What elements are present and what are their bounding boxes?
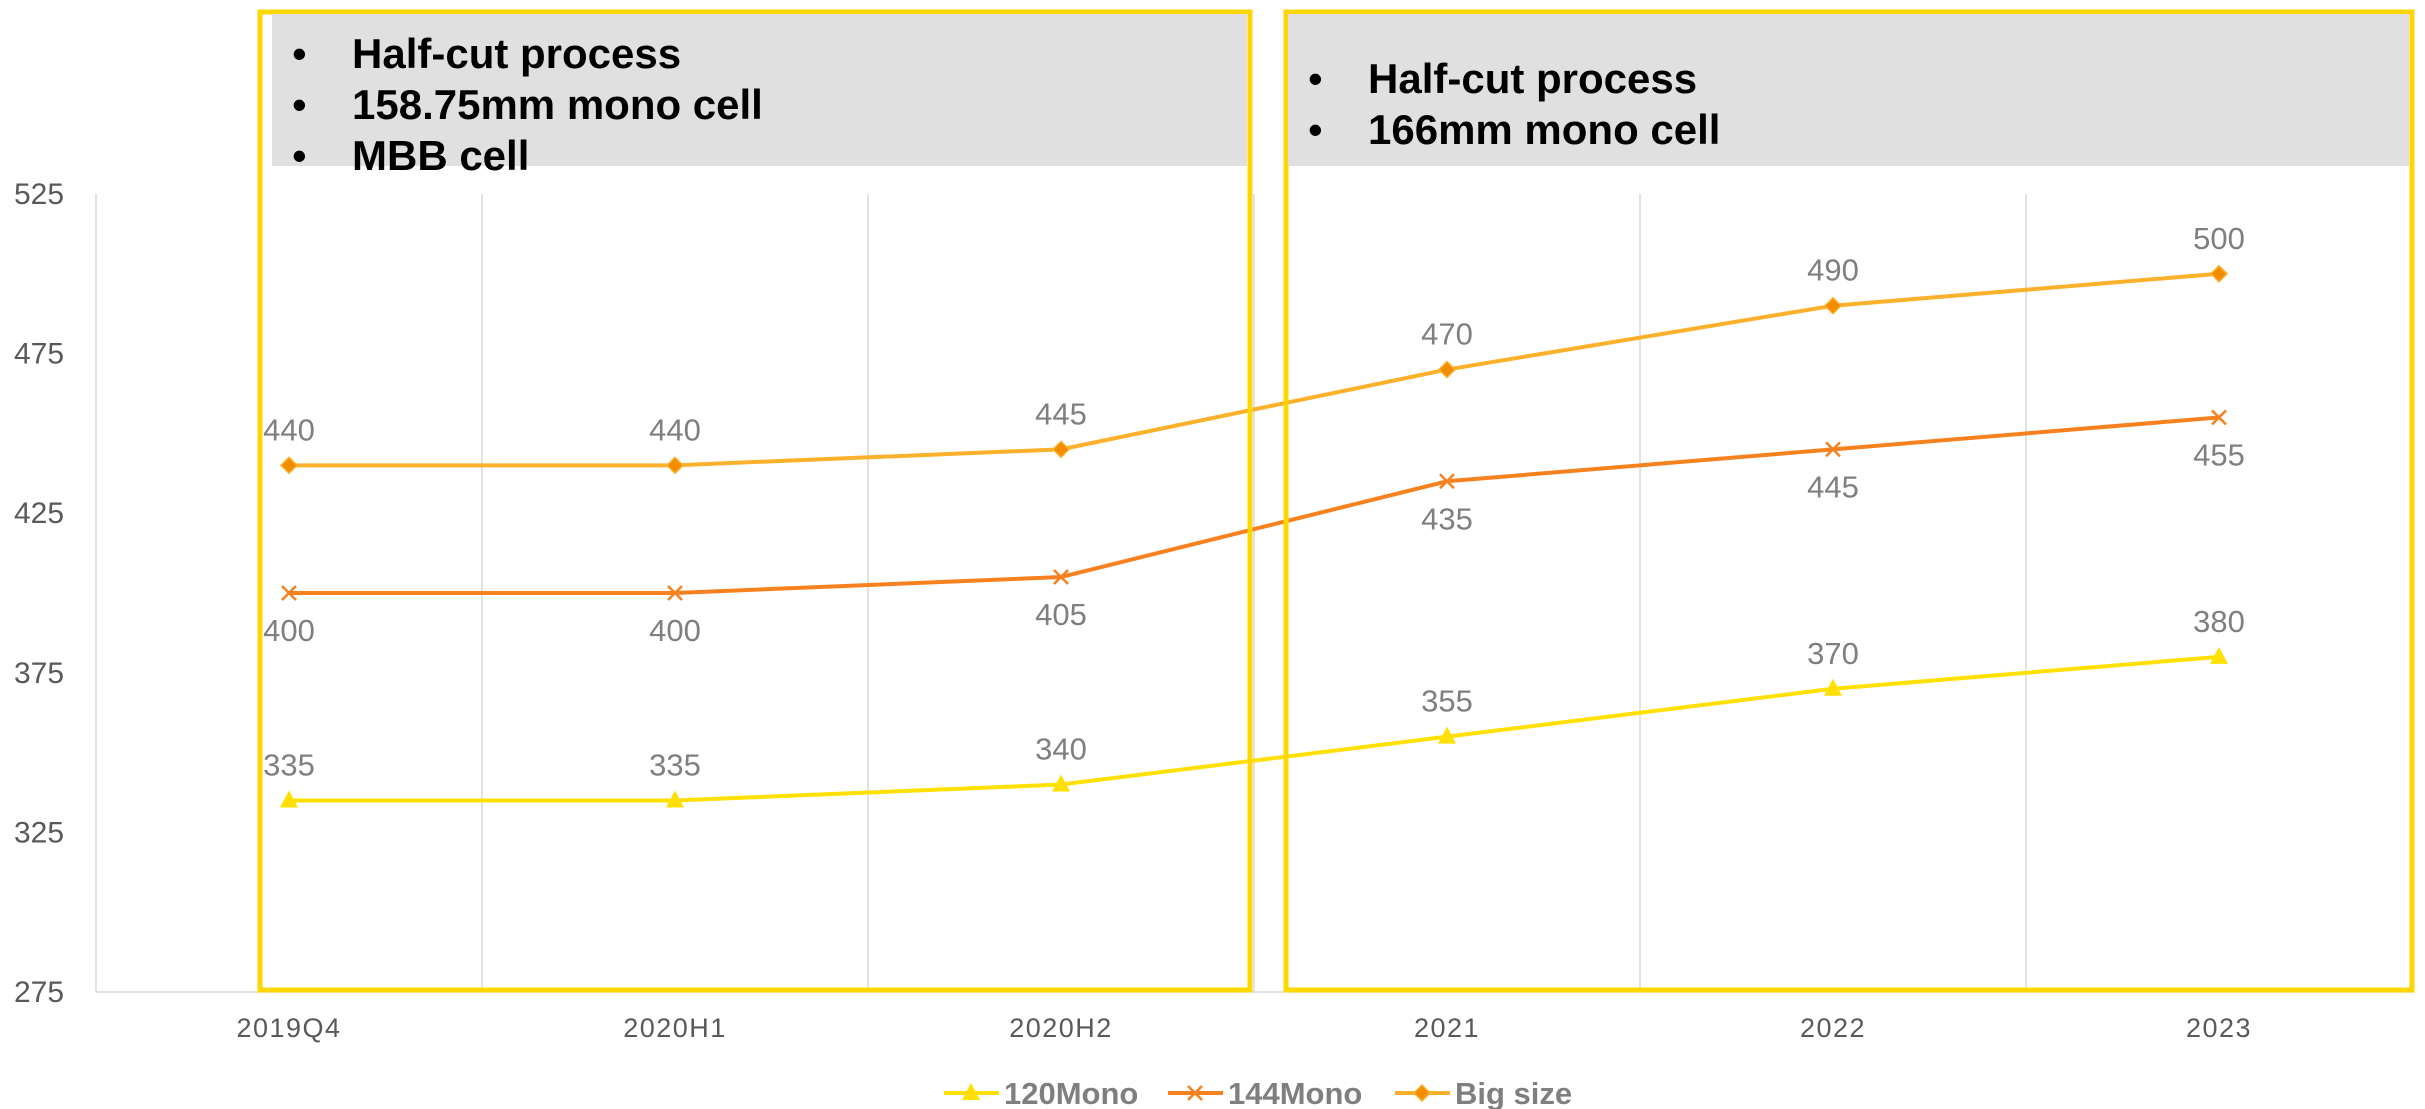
y-tick-label: 425 xyxy=(14,497,64,530)
data-label: 490 xyxy=(1807,253,1859,288)
y-tick-label: 275 xyxy=(14,976,64,1009)
diamond-marker xyxy=(279,456,299,475)
note-item: • MBB cell xyxy=(292,132,530,179)
diamond-marker xyxy=(2209,264,2229,283)
bullet-icon: • xyxy=(1308,106,1323,153)
data-label: 405 xyxy=(1035,597,1087,632)
series-line xyxy=(289,415,2220,595)
y-tick-label: 475 xyxy=(14,338,64,371)
x-tick-label: 2020H2 xyxy=(1009,1013,1113,1043)
x-tick-label: 2019Q4 xyxy=(236,1013,341,1043)
data-label: 335 xyxy=(649,747,701,782)
x-tick-label: 2021 xyxy=(1414,1013,1480,1043)
triangle-marker xyxy=(280,790,298,808)
y-tick-label: 375 xyxy=(14,657,64,690)
annotation-boxes xyxy=(257,9,2415,993)
note-item: • 158.75mm mono cell xyxy=(292,81,763,128)
triangle-marker xyxy=(962,1083,980,1100)
bullet-icon: • xyxy=(292,30,307,77)
y-tick-label: 325 xyxy=(14,816,64,849)
data-label: 370 xyxy=(1807,636,1859,671)
data-label: 455 xyxy=(2193,437,2245,472)
triangle-marker xyxy=(1438,726,1456,744)
legend-label: 120Mono xyxy=(1004,1076,1138,1109)
x-marker xyxy=(1053,569,1069,585)
annotation-note-left: • Half-cut process • 158.75mm mono cell • M… xyxy=(272,14,1247,179)
data-label: 445 xyxy=(1807,469,1859,504)
x-tick-label: 2022 xyxy=(1800,1013,1866,1043)
triangle-marker xyxy=(666,790,684,808)
data-label: 400 xyxy=(649,613,701,648)
diamond-marker xyxy=(665,456,685,475)
legend[interactable]: 120Mono 144Mono Big size xyxy=(944,1076,1572,1109)
annotation-note-right: • Half-cut process • 166mm mono cell xyxy=(1288,14,2409,166)
data-label: 340 xyxy=(1035,732,1087,767)
data-label: 440 xyxy=(263,412,315,447)
x-marker xyxy=(667,585,683,601)
data-labels: 335 335 340 355 370 380 400 400 405 435 445 455 440 4… xyxy=(263,221,2245,783)
data-label: 335 xyxy=(263,747,315,782)
gridlines xyxy=(481,194,2027,992)
note-item: • Half-cut process xyxy=(292,30,682,77)
series-line xyxy=(289,271,2220,468)
bullet-icon: • xyxy=(292,132,307,179)
legend-label: 144Mono xyxy=(1228,1076,1362,1109)
annotation-box-right xyxy=(1283,9,2415,993)
y-tick-label: 525 xyxy=(14,178,64,211)
note-item: • 166mm mono cell xyxy=(1308,106,1721,153)
series-group xyxy=(279,264,2229,808)
x-tick-label: 2023 xyxy=(2186,1013,2252,1043)
series-line xyxy=(289,654,2220,803)
x-tick-label: 2020H1 xyxy=(623,1013,727,1043)
diamond-marker xyxy=(1051,440,1071,459)
diamond-marker xyxy=(1823,296,1843,315)
y-axis-ticks: 275 325 375 425 475 525 xyxy=(14,178,64,1009)
data-label: 470 xyxy=(1421,317,1473,352)
data-label: 400 xyxy=(263,613,315,648)
x-marker xyxy=(1439,473,1455,490)
diamond-marker xyxy=(1412,1083,1432,1103)
data-label: 355 xyxy=(1421,684,1473,719)
legend-label: Big size xyxy=(1455,1076,1572,1109)
triangle-marker xyxy=(1052,774,1070,792)
x-marker xyxy=(1825,441,1841,458)
x-marker xyxy=(1187,1085,1203,1101)
data-label: 500 xyxy=(2193,221,2245,256)
note-item: • Half-cut process xyxy=(1308,55,1698,102)
x-axis-ticks: 2019Q4 2020H1 2020H2 2021 2022 2023 xyxy=(236,1013,2252,1043)
data-label: 380 xyxy=(2193,604,2245,639)
data-label: 440 xyxy=(649,412,701,447)
triangle-marker xyxy=(1824,678,1842,696)
diamond-marker xyxy=(1437,360,1457,379)
data-label: 445 xyxy=(1035,396,1087,431)
annotation-box-left xyxy=(257,9,1253,993)
x-marker xyxy=(281,585,297,601)
triangle-marker xyxy=(2210,646,2228,664)
data-label: 435 xyxy=(1421,501,1473,536)
x-marker xyxy=(2211,409,2227,426)
bullet-icon: • xyxy=(292,81,307,128)
bullet-icon: • xyxy=(1308,55,1323,102)
